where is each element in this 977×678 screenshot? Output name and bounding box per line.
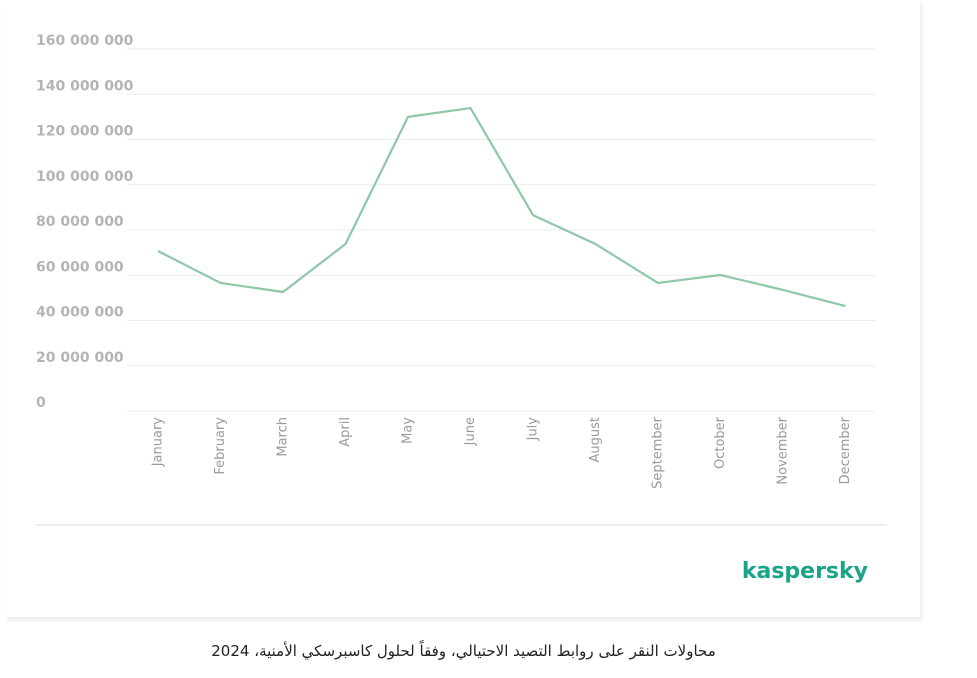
y-tick-label: 80 000 000 <box>36 214 124 230</box>
y-tick-label: 120 000 000 <box>36 124 134 140</box>
y-tick-label: 40 000 000 <box>36 305 124 321</box>
y-tick-label: 100 000 000 <box>36 169 134 185</box>
chart-card <box>5 0 920 617</box>
x-tick-label: May <box>401 417 416 444</box>
x-tick-label: October <box>713 416 728 469</box>
x-tick-label: November <box>776 416 791 484</box>
x-tick-label: August <box>588 417 603 463</box>
y-tick-label: 140 000 000 <box>36 78 134 94</box>
y-tick-label: 60 000 000 <box>36 259 124 275</box>
y-tick-label: 20 000 000 <box>36 350 124 366</box>
chart: kaspersky 0 20 000 000 40 000 000 60 000 00… <box>36 33 887 584</box>
caption: محاولات النقر على روابط التصيد الاحتيالي… <box>211 642 716 660</box>
x-tick-label: July <box>526 417 541 442</box>
x-tick-label: February <box>213 417 228 475</box>
brand-logo: kaspersky <box>742 559 868 584</box>
x-tick-label: March <box>276 417 291 457</box>
x-tick-label: September <box>651 416 666 489</box>
x-tick-label: December <box>838 416 853 484</box>
data-line <box>157 106 846 308</box>
y-tick-label: 0 <box>36 395 46 411</box>
y-tick-label: 160 000 000 <box>36 33 134 49</box>
x-tick-label: January <box>151 417 166 468</box>
x-tick-label: June <box>463 417 478 446</box>
x-tick-label: April <box>338 417 353 447</box>
